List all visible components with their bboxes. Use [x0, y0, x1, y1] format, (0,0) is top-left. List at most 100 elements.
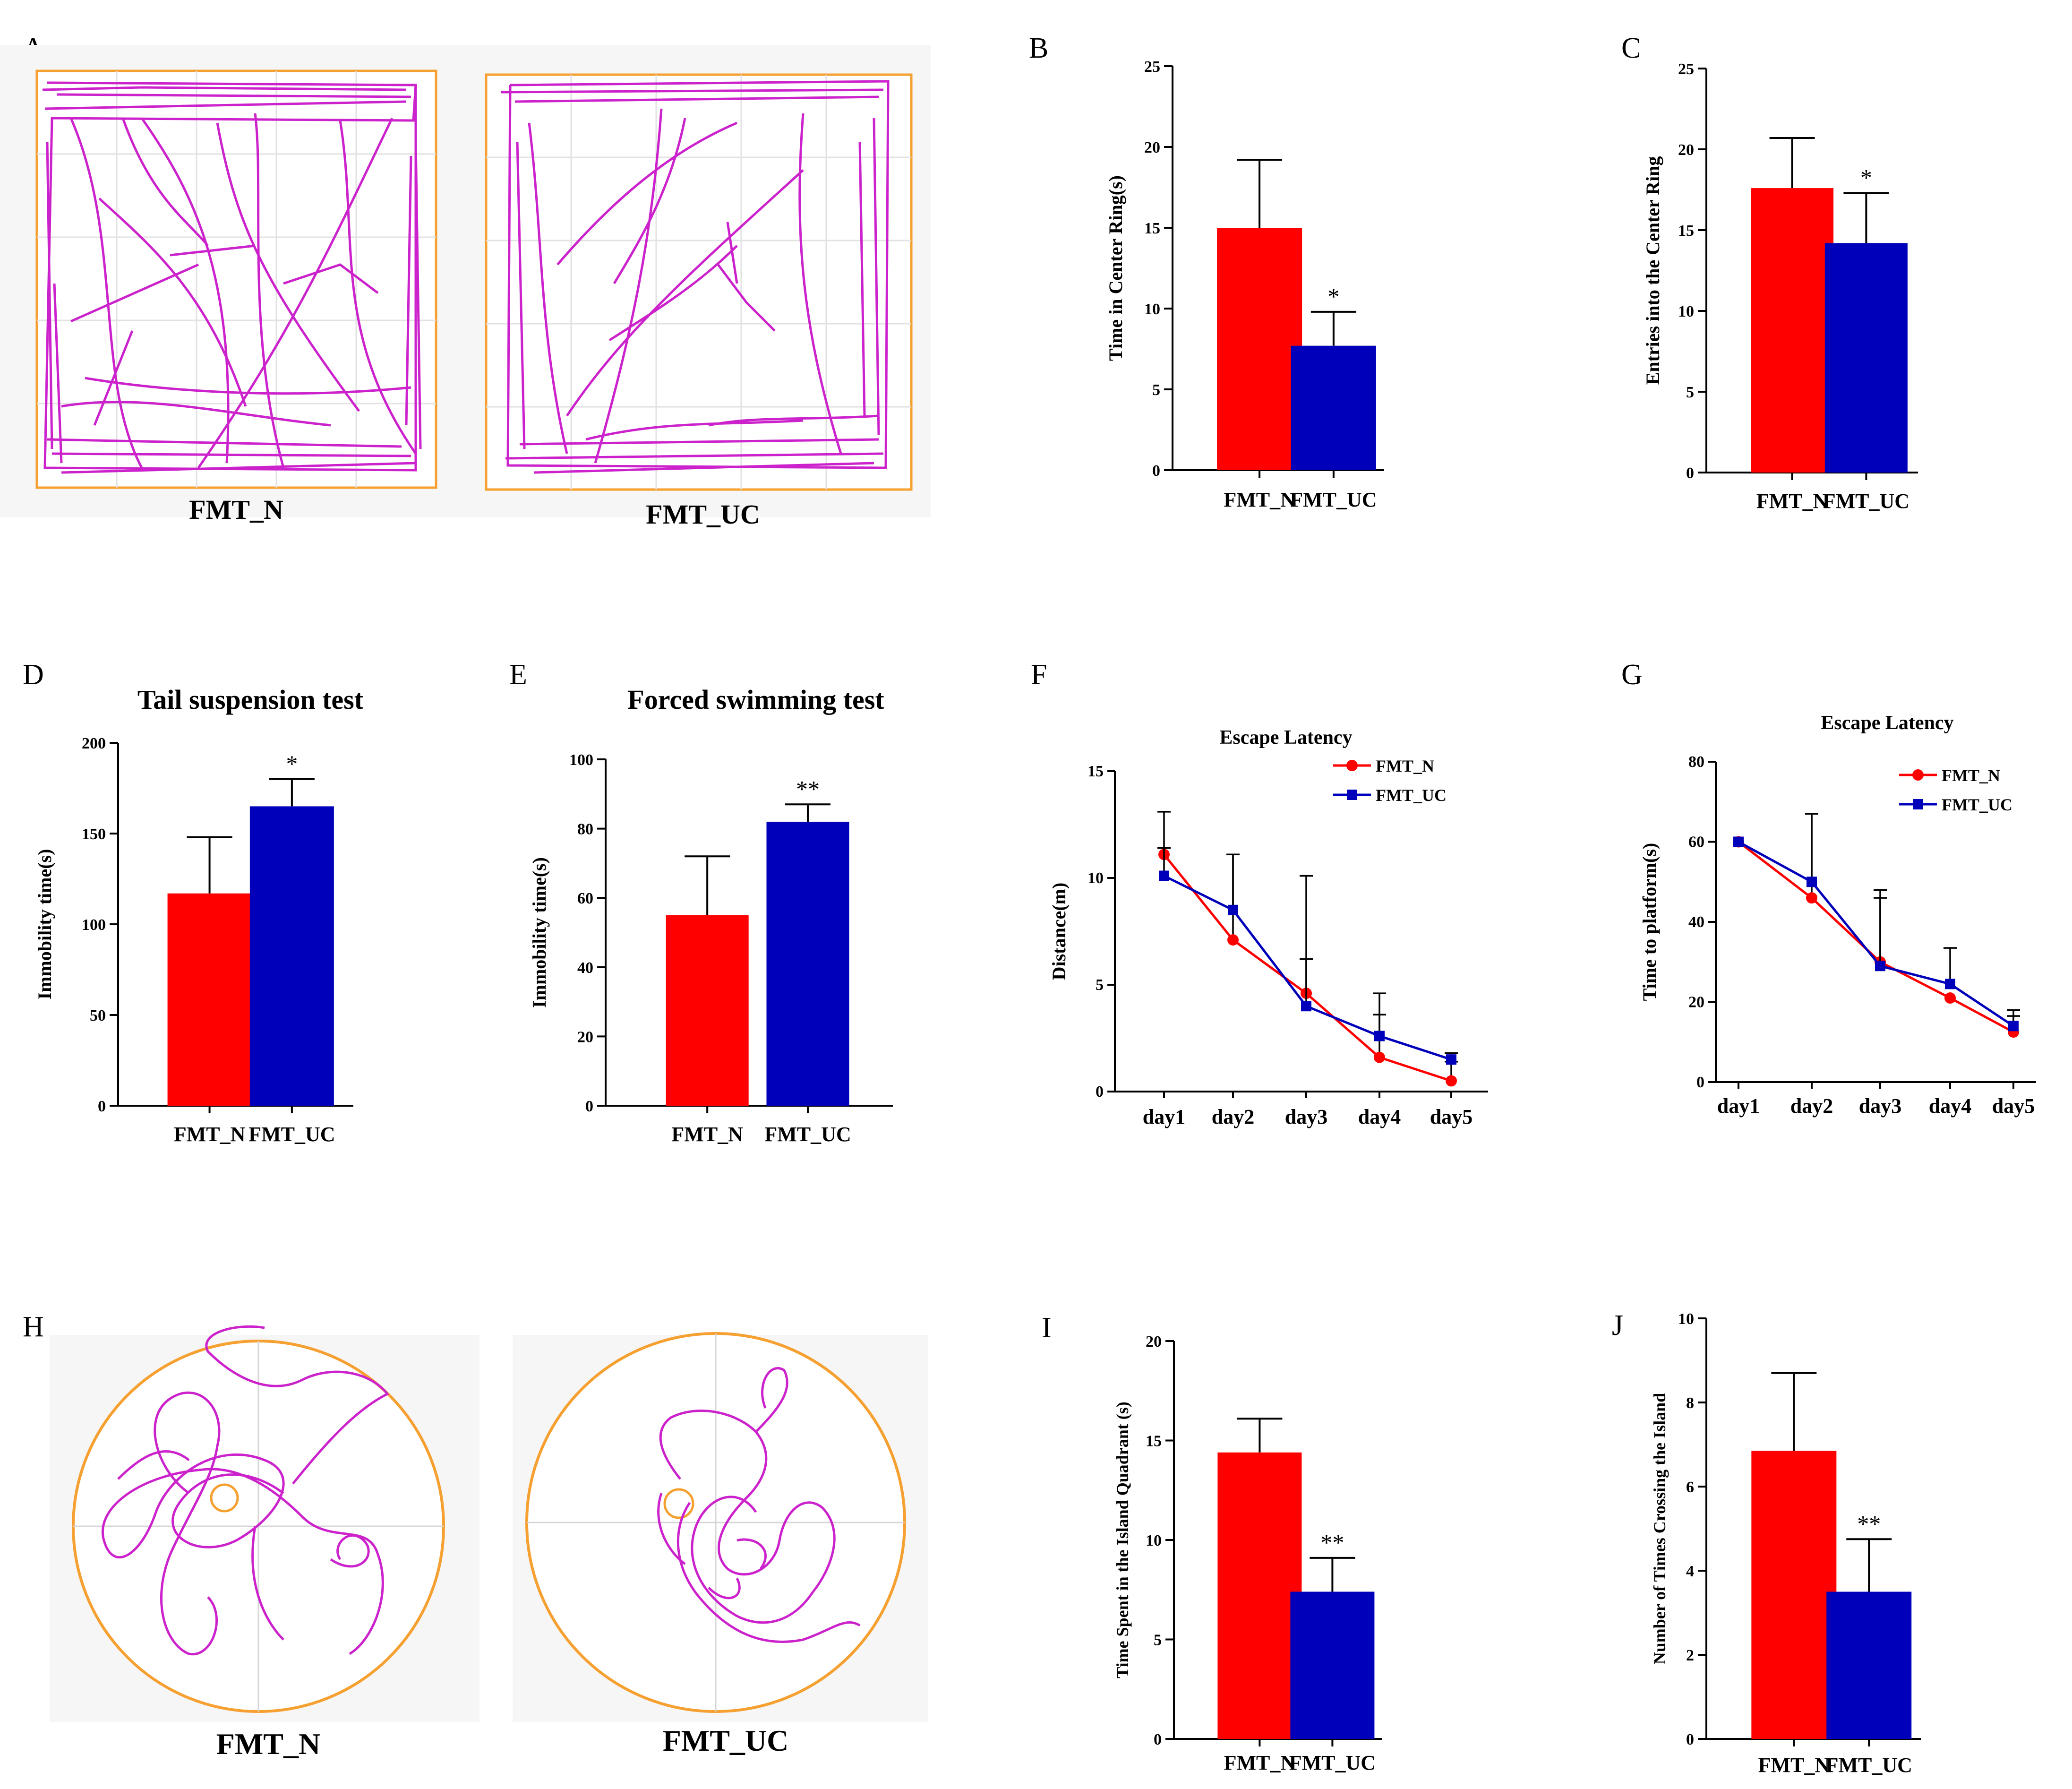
x-category-label: day3: [1859, 1094, 1901, 1118]
panel-label: D: [23, 659, 44, 691]
y-tick-label: 15: [1678, 222, 1694, 240]
y-tick-label: 5: [1686, 384, 1694, 401]
bar-fmt-n: [1751, 1451, 1837, 1739]
chart-b: B 0 5 10 15 20 25 Time in Center Ring(s) FMT_NFM…: [1029, 32, 1384, 511]
y-tick-label: 10: [1146, 1532, 1162, 1549]
series-line: [1163, 853, 1452, 1082]
y-tick-label: 150: [82, 826, 106, 843]
swim-path: [102, 1325, 389, 1656]
legend-swatch-marker: [1347, 790, 1357, 800]
chart-c: C 0 5 10 15 20 25 Entries into the Center Ring F…: [1621, 32, 1918, 513]
bar-fmt-n: [1217, 1452, 1302, 1739]
y-axis-label: Number of Times Crossing the Island: [1650, 1393, 1669, 1664]
data-point: [1374, 1031, 1385, 1041]
data-point: [1945, 979, 1955, 989]
data-point: [1159, 870, 1169, 881]
x-category-label: FMT_N: [671, 1123, 743, 1146]
y-tick-label: 40: [1688, 913, 1704, 931]
series-line: [1163, 875, 1452, 1061]
y-axis-label: Immobility time(s): [529, 857, 550, 1008]
y-tick-label: 80: [577, 821, 593, 838]
y-tick-label: 100: [569, 751, 593, 769]
movement-track: [42, 81, 422, 474]
y-tick-label: 80: [1688, 753, 1704, 771]
significance-marker: **: [1857, 1510, 1881, 1537]
legend-swatch-marker: [1346, 760, 1358, 771]
x-category-label: day3: [1285, 1105, 1327, 1128]
data-point: [1944, 992, 1956, 1004]
track-label-fmt-n: FMT_N: [216, 1727, 320, 1761]
legend-label: FMT_N: [1376, 757, 1434, 775]
x-category-label: FMT_UC: [1823, 490, 1909, 513]
y-tick-label: 5: [1096, 976, 1104, 994]
x-category-label: FMT_N: [1758, 1754, 1830, 1777]
y-tick-label: 8: [1686, 1394, 1694, 1412]
bar-fmt-n: [1751, 188, 1834, 473]
chart-e: E Forced swimming test 0 20 40 60 80 100 Immobil…: [509, 659, 893, 1146]
series-fmt-uc: FMT_UC: [1157, 786, 1458, 1065]
x-category-label: day2: [1212, 1105, 1254, 1128]
series-line: [1738, 841, 2014, 1027]
bar-fmt-n: [666, 915, 749, 1106]
y-tick-label: 10: [1678, 303, 1694, 320]
x-category-label: day4: [1929, 1094, 1971, 1118]
data-point: [1733, 836, 1744, 847]
y-tick-label: 2: [1686, 1647, 1694, 1664]
x-category-label: FMT_UC: [1290, 488, 1377, 511]
bar-fmt-uc: [766, 821, 849, 1106]
significance-marker: **: [796, 775, 820, 802]
chart-d: D Tail suspension test 0 50 100 150 200 Immobil…: [23, 659, 364, 1146]
y-tick-label: 200: [82, 735, 106, 752]
y-axis-label: Time in Center Ring(s): [1105, 175, 1126, 361]
panel-h-label: H: [23, 1311, 44, 1343]
chart-i: I 0 5 10 15 20 Time Spent in the Island Quadra…: [1042, 1312, 1382, 1774]
legend-swatch-marker: [1913, 799, 1923, 809]
y-axis-label: Immobility time(s): [34, 849, 55, 1000]
panel-h: H FMT_N FMT_UC: [23, 1311, 928, 1761]
x-category-label: FMT_UC: [764, 1123, 851, 1146]
panel-label: C: [1621, 32, 1641, 64]
significance-marker: **: [1320, 1529, 1344, 1556]
data-point: [1228, 904, 1238, 915]
data-point: [1301, 1001, 1311, 1012]
y-tick-label: 0: [98, 1098, 106, 1115]
y-tick-label: 0: [1096, 1083, 1104, 1101]
data-point: [1875, 961, 1885, 972]
water-maze-fmt-uc: [525, 1332, 906, 1713]
chart-j: J 0 2 4 6 8 10 Number of Times Crossing the Isl…: [1612, 1309, 1921, 1777]
chart-title: Escape Latency: [1219, 727, 1352, 748]
y-tick-label: 0: [1696, 1074, 1704, 1091]
x-category-label: FMT_UC: [1826, 1754, 1912, 1777]
series-line: [1738, 841, 2014, 1033]
data-point: [2008, 1021, 2019, 1032]
x-category-label: FMT_UC: [1289, 1751, 1376, 1774]
bar-fmt-uc: [1826, 1591, 1912, 1739]
panel-label: J: [1612, 1309, 1623, 1342]
series-fmt-n: FMT_N: [1157, 757, 1458, 1087]
x-category-label: FMT_UC: [248, 1123, 335, 1146]
y-axis-label: Distance(m): [1048, 883, 1070, 981]
y-tick-label: 20: [1146, 1333, 1162, 1350]
data-point: [1807, 877, 1817, 887]
chart-title: Forced swimming test: [627, 684, 884, 715]
data-point: [1446, 1054, 1456, 1065]
bar-fmt-n: [1217, 228, 1302, 470]
x-category-label: FMT_N: [1224, 1751, 1296, 1774]
y-tick-label: 0: [1154, 1731, 1162, 1748]
y-tick-label: 6: [1686, 1479, 1694, 1496]
x-category-label: day5: [1992, 1094, 2035, 1118]
data-point: [1806, 892, 1817, 904]
y-tick-label: 0: [1686, 1731, 1694, 1748]
y-tick-label: 20: [577, 1028, 593, 1046]
water-maze-fmt-n: [72, 1325, 445, 1713]
track-label-fmt-uc: FMT_UC: [663, 1724, 789, 1757]
x-category-label: FMT_N: [1224, 488, 1295, 511]
significance-marker: *: [286, 750, 298, 777]
y-tick-label: 20: [1144, 139, 1160, 156]
y-tick-label: 25: [1144, 58, 1160, 76]
panel-label: F: [1031, 659, 1047, 691]
legend-label: FMT_UC: [1376, 786, 1447, 805]
y-tick-label: 100: [82, 916, 106, 934]
swim-path: [657, 1367, 861, 1643]
